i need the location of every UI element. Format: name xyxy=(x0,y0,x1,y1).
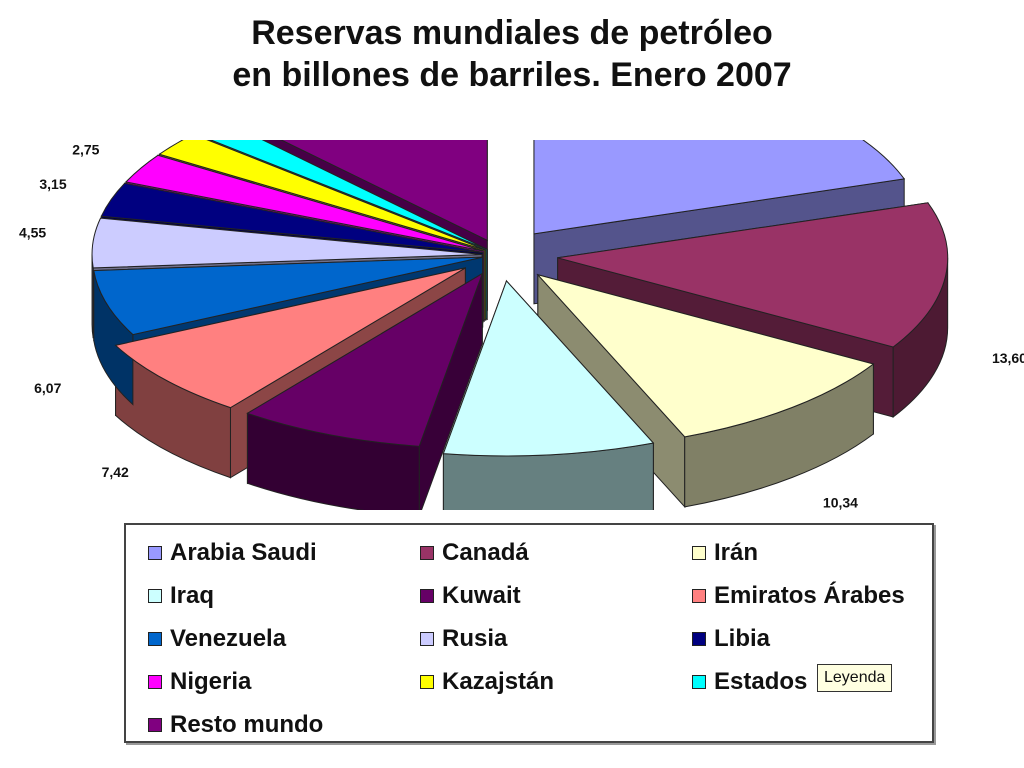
slice-venezuela[interactable] xyxy=(93,256,483,336)
legend-swatch-venezuela xyxy=(148,631,162,646)
legend-swatch-iran xyxy=(692,545,706,560)
legend-swatch-arabia-saudi xyxy=(148,545,162,560)
slice-canada[interactable] xyxy=(557,202,949,348)
legend-swatch-iraq xyxy=(148,588,162,603)
legend-swatch-resto-mundo xyxy=(148,717,162,732)
legend-item-kazajstan[interactable]: Kazajstán xyxy=(420,660,692,703)
value-label-rusia: 4,55 xyxy=(19,225,46,241)
legend-item-kuwait[interactable]: Kuwait xyxy=(420,574,692,617)
chart-title-line1: Reservas mundiales de petróleo xyxy=(251,14,773,52)
legend-label-rusia: Rusia xyxy=(442,624,508,652)
legend-swatch-estados xyxy=(692,674,706,689)
legend-item-libia[interactable]: Libia xyxy=(692,617,932,660)
legend-label-nigeria: Nigeria xyxy=(170,667,252,695)
chart-title-line2: en billones de barriles. Enero 2007 xyxy=(232,56,792,94)
legend-item-venezuela[interactable]: Venezuela xyxy=(148,617,420,660)
slice-kazajstan[interactable] xyxy=(158,140,486,251)
slice-emiratos-arabes[interactable] xyxy=(114,267,466,409)
legend-item-nigeria[interactable]: Nigeria xyxy=(148,660,420,703)
legend-label-emiratos-arabes: Emiratos Árabes xyxy=(714,581,905,609)
value-label-iran: 10,34 xyxy=(823,494,858,510)
legend-item-iraq[interactable]: Iraq xyxy=(148,574,420,617)
slice-resto-mundo[interactable] xyxy=(223,140,488,242)
legend-item-arabia-saudi[interactable]: Arabia Saudi xyxy=(148,531,420,574)
slice-iraq[interactable] xyxy=(442,279,655,457)
value-label-canada: 13,60 xyxy=(992,350,1024,366)
legend-swatch-emiratos-arabes xyxy=(692,588,706,603)
slice-libia[interactable] xyxy=(100,182,483,254)
legend-label-canada: Canadá xyxy=(442,538,529,566)
legend-label-venezuela: Venezuela xyxy=(170,624,287,652)
slice-iran[interactable] xyxy=(536,273,875,438)
legend-swatch-kuwait xyxy=(420,588,434,603)
legend-swatch-canada xyxy=(420,545,434,560)
legend-item-estados[interactable]: Estados xyxy=(692,660,932,703)
legend-tooltip: Leyenda xyxy=(817,664,893,692)
value-label-libia: 3,15 xyxy=(39,176,66,192)
legend-swatch-libia xyxy=(692,631,706,646)
legend-label-resto-mundo: Resto mundo xyxy=(170,710,324,738)
legend-swatch-kazajstan xyxy=(420,674,434,689)
value-label-nigeria: 2,75 xyxy=(72,141,99,157)
legend-item-rusia[interactable]: Rusia xyxy=(420,617,692,660)
legend-swatch-rusia xyxy=(420,631,434,646)
value-label-emiratos-arabes: 7,42 xyxy=(102,464,129,480)
legend-item-canada[interactable]: Canadá xyxy=(420,531,692,574)
legend-label-libia: Libia xyxy=(714,624,771,652)
pie-chart: 19,9113,6010,348,737,707,426,074,553,152… xyxy=(19,140,1024,510)
legend-label-iran: Irán xyxy=(714,538,759,566)
legend-grid: Arabia Saudi Canadá Irán Iraq Kuwait Emiratos… xyxy=(148,531,932,746)
legend-label-kuwait: Kuwait xyxy=(442,581,521,609)
legend-item-iran[interactable]: Irán xyxy=(692,531,932,574)
slice-kuwait[interactable] xyxy=(246,272,484,447)
slice-arabia-saudi[interactable] xyxy=(533,140,906,235)
chart-title: Reservas mundiales de petróleo en billon… xyxy=(0,12,1024,96)
slice-nigeria[interactable] xyxy=(125,154,485,252)
legend-label-iraq: Iraq xyxy=(170,581,215,609)
legend-item-resto-mundo[interactable]: Resto mundo xyxy=(148,703,420,746)
slice-rusia[interactable] xyxy=(91,217,483,269)
legend-item-emiratos-arabes[interactable]: Emiratos Árabes xyxy=(692,574,932,617)
legend-swatch-nigeria xyxy=(148,674,162,689)
legend-label-arabia-saudi: Arabia Saudi xyxy=(170,538,317,566)
legend-label-kazajstan: Kazajstán xyxy=(442,667,555,695)
legend[interactable]: Arabia Saudi Canadá Irán Iraq Kuwait Emiratos… xyxy=(124,523,934,743)
value-label-venezuela: 6,07 xyxy=(34,380,61,396)
legend-label-estados: Estados xyxy=(714,667,808,695)
